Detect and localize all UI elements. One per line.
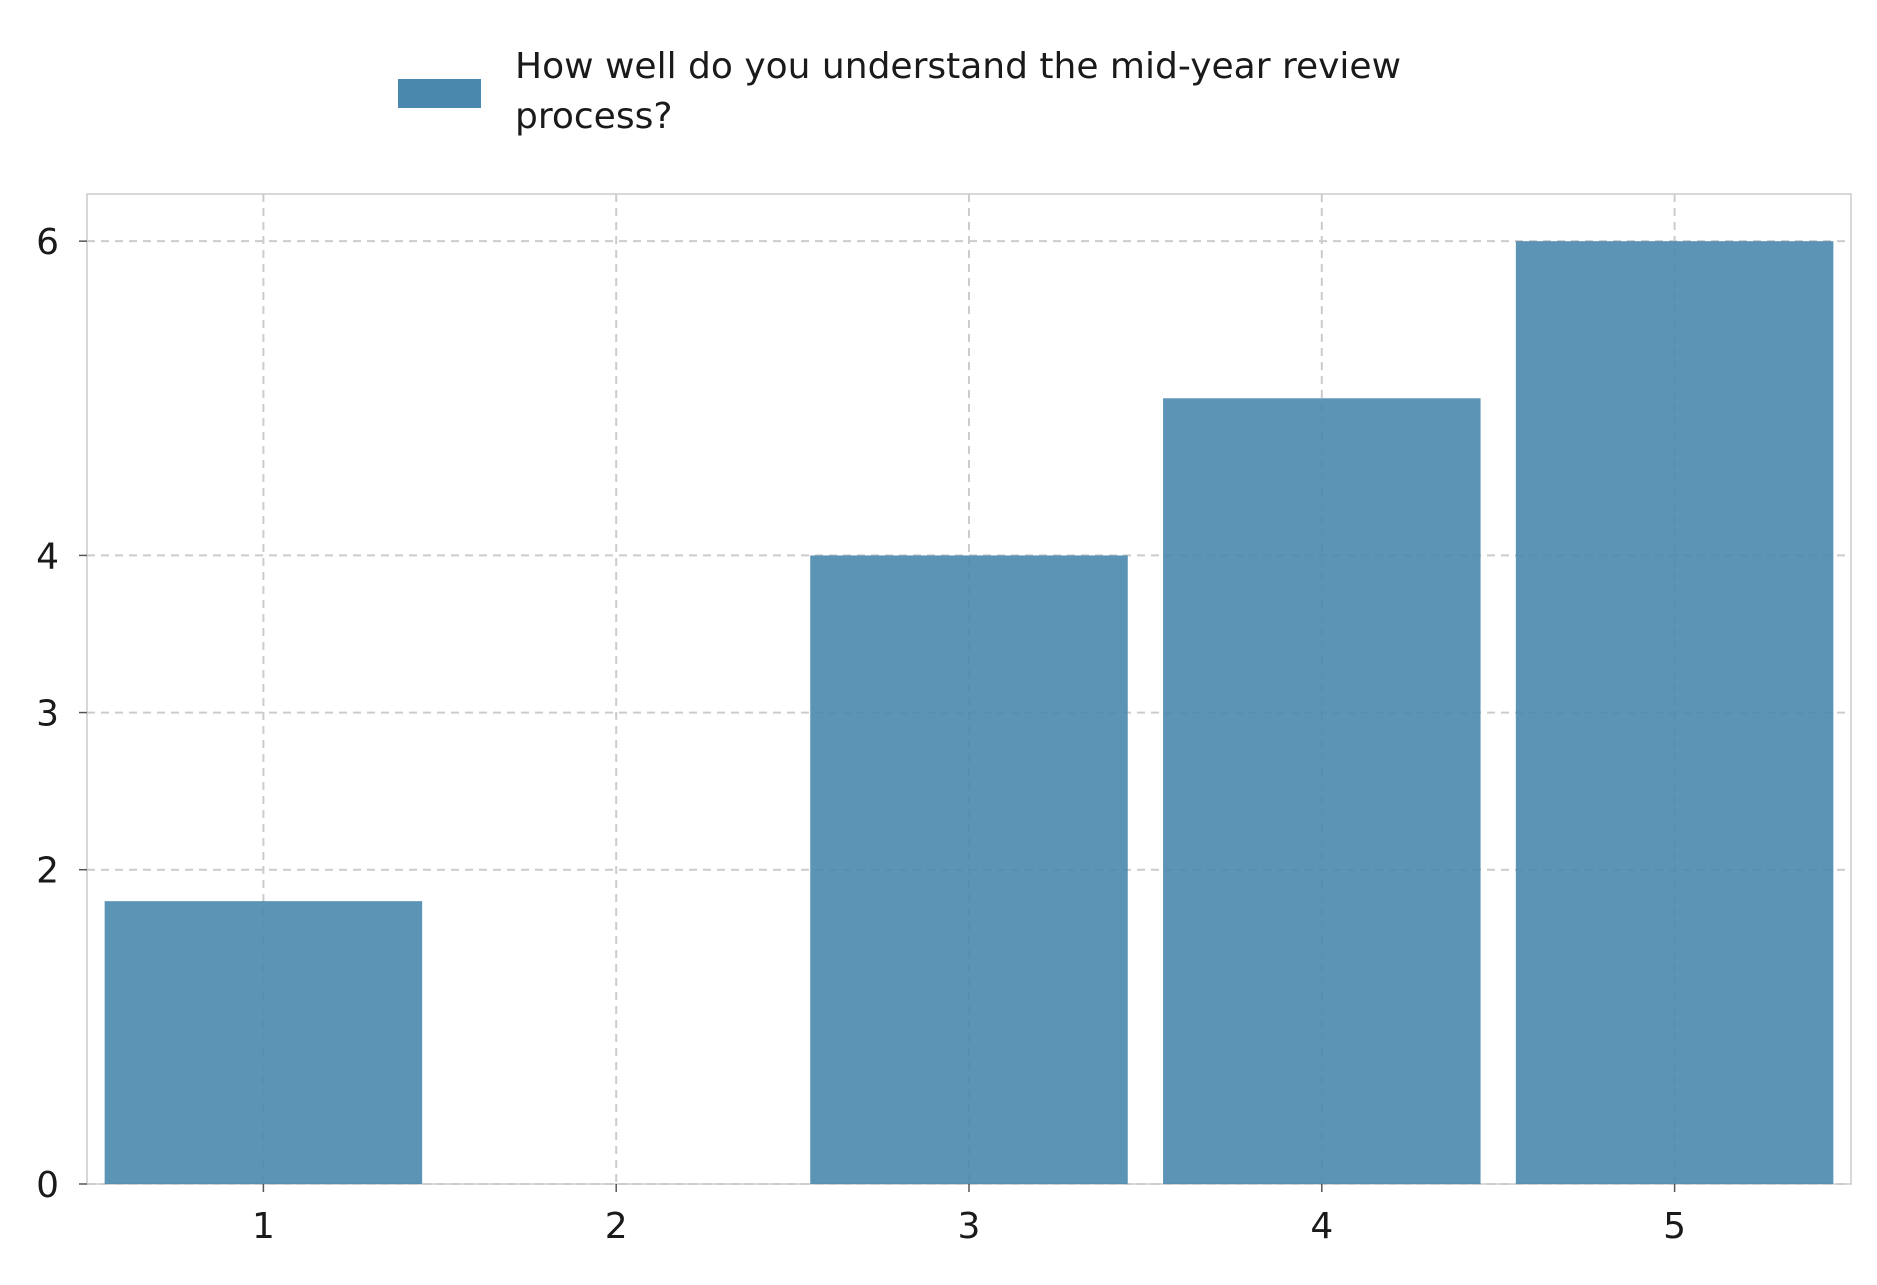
y-tick-label: 0 xyxy=(36,1165,59,1206)
y-axis-ticks: 0 2 3 4 6 xyxy=(36,222,87,1206)
legend-swatch xyxy=(398,79,481,108)
bars xyxy=(104,241,1834,1185)
bar-1 xyxy=(104,901,423,1184)
bar-4 xyxy=(1163,398,1481,1184)
y-tick-label: 2 xyxy=(36,851,59,892)
x-tick-label: 4 xyxy=(1310,1206,1333,1247)
x-tick-label: 1 xyxy=(252,1206,275,1247)
legend: How well do you understand the mid-year … xyxy=(398,46,1401,137)
x-axis-ticks: 1 2 3 4 5 xyxy=(252,1184,1686,1247)
bar-5 xyxy=(1515,241,1834,1185)
y-tick-label: 6 xyxy=(36,222,59,263)
y-tick-label: 4 xyxy=(36,536,59,577)
bar-3 xyxy=(810,555,1128,1184)
legend-label-line-2: process? xyxy=(515,96,672,137)
x-tick-label: 2 xyxy=(605,1206,628,1247)
x-tick-label: 5 xyxy=(1663,1206,1686,1247)
y-tick-label: 3 xyxy=(36,694,59,735)
legend-label-line-1: How well do you understand the mid-year … xyxy=(515,46,1401,87)
x-tick-label: 3 xyxy=(958,1206,981,1247)
